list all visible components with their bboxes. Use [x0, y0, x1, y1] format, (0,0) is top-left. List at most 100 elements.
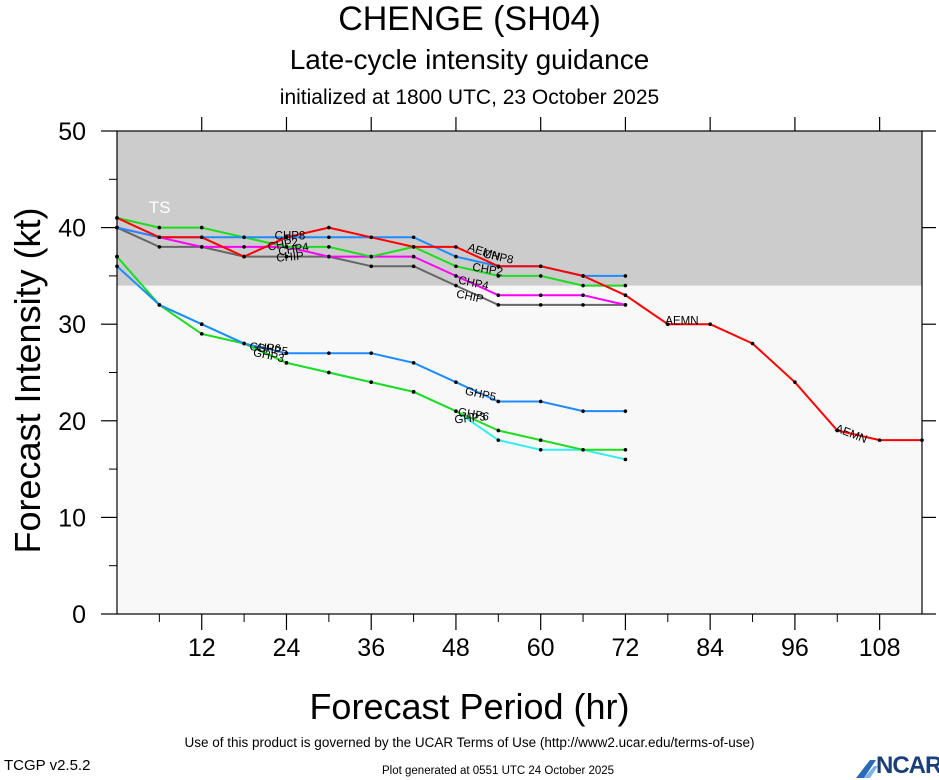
data-point: [454, 245, 458, 249]
y-tick-label: 50: [58, 118, 86, 146]
data-point: [284, 351, 289, 355]
series-ghp3: [115, 254, 628, 452]
x-tick-label: 60: [527, 634, 555, 662]
data-point: [242, 341, 246, 346]
data-point: [199, 225, 204, 230]
data-point: [496, 274, 501, 278]
data-point: [284, 235, 289, 240]
x-axis-label: Forecast Period (hr): [309, 686, 629, 727]
data-point: [369, 380, 374, 384]
data-point: [623, 303, 628, 307]
ts-band: [117, 131, 922, 286]
x-tick-label: 84: [696, 634, 724, 662]
chart-subtitle: Late-cycle intensity guidance: [289, 44, 650, 75]
x-tick-label: 48: [442, 634, 470, 662]
data-point: [496, 264, 501, 269]
data-point: [157, 225, 162, 230]
data-point: [157, 303, 162, 307]
data-point: [623, 447, 628, 452]
data-point: [327, 351, 331, 355]
y-tick-label: 40: [58, 215, 86, 243]
data-point: [581, 274, 585, 278]
x-tick-label: 108: [859, 634, 901, 662]
data-point: [284, 245, 289, 249]
x-tick-label: 36: [357, 634, 385, 662]
data-point: [538, 264, 543, 269]
data-point: [623, 457, 628, 462]
series-label: GHP6: [457, 406, 490, 423]
data-point: [581, 283, 585, 288]
ncar-logo-text: NCAR: [876, 752, 939, 779]
data-point: [411, 254, 416, 259]
data-point: [242, 245, 246, 249]
data-point: [538, 303, 543, 307]
data-point: [369, 235, 374, 240]
series-label: CHP2: [267, 236, 299, 253]
series-ghp5: [115, 264, 628, 413]
data-point: [623, 274, 628, 278]
series-label: AEMN: [665, 315, 698, 327]
y-axis-label: Forecast Intensity (kt): [7, 207, 48, 553]
plot-generated-time: Plot generated at 0551 UTC 24 October 20…: [382, 765, 615, 777]
data-point: [793, 380, 797, 384]
series-label: CHIP: [455, 288, 485, 306]
y-tick-label: 0: [72, 601, 86, 629]
data-point: [411, 390, 416, 394]
data-point: [538, 438, 543, 442]
series-label: CHIP: [276, 250, 305, 264]
series-aemn: [115, 216, 924, 442]
ncar-logo: NCAR: [856, 752, 939, 780]
data-point: [581, 409, 585, 413]
data-point: [157, 235, 162, 240]
data-point: [411, 235, 416, 240]
series-label: CHP8: [275, 230, 306, 242]
data-point: [411, 245, 416, 249]
series-label: GHP5: [256, 342, 289, 358]
data-point: [496, 293, 501, 298]
x-tick-label: 24: [273, 634, 301, 662]
data-point: [454, 409, 458, 413]
data-point: [538, 399, 543, 404]
data-point: [496, 303, 501, 307]
y-tick-label: 20: [58, 408, 86, 436]
init-time: initialized at 1800 UTC, 23 October 2025: [279, 86, 660, 109]
terms-of-use-note: Use of this product is governed by the U…: [184, 735, 755, 750]
x-tick-label: 96: [781, 634, 809, 662]
data-point: [538, 274, 543, 278]
data-point: [496, 399, 501, 404]
data-point: [369, 351, 374, 355]
data-point: [242, 235, 246, 240]
x-tick-label: 72: [612, 634, 640, 662]
series-line-aemn: [116, 216, 922, 442]
series-label: CHP2: [471, 262, 503, 279]
data-point: [242, 254, 246, 259]
data-point: [115, 264, 119, 269]
data-point: [327, 370, 331, 375]
data-point: [581, 303, 585, 307]
data-point: [369, 264, 374, 269]
chart-title: CHENGE (SH04): [338, 0, 601, 38]
data-point: [581, 293, 585, 298]
data-point: [454, 283, 458, 288]
data-point: [920, 438, 924, 442]
intensity-chart: TS 0 10 20 30 40 50 12 24 36 48 60 72 84 96 108 Forecast…: [7, 117, 936, 727]
data-point: [581, 447, 585, 452]
data-point: [157, 245, 162, 249]
data-point: [115, 225, 119, 230]
series-label: GHP3: [454, 411, 486, 426]
series-label: GHP6: [249, 341, 281, 355]
data-point: [623, 293, 628, 298]
series-label: CHP4: [278, 241, 311, 258]
data-point: [454, 380, 458, 384]
data-point: [708, 322, 712, 327]
data-point: [199, 332, 204, 336]
data-point: [115, 254, 119, 259]
data-point: [454, 274, 458, 278]
data-point: [327, 245, 331, 249]
data-point: [411, 264, 416, 269]
data-point: [750, 341, 755, 346]
data-point: [284, 361, 289, 365]
ts-band-label: TS: [149, 198, 171, 217]
y-tick-label: 30: [58, 311, 86, 339]
data-point: [538, 293, 543, 298]
